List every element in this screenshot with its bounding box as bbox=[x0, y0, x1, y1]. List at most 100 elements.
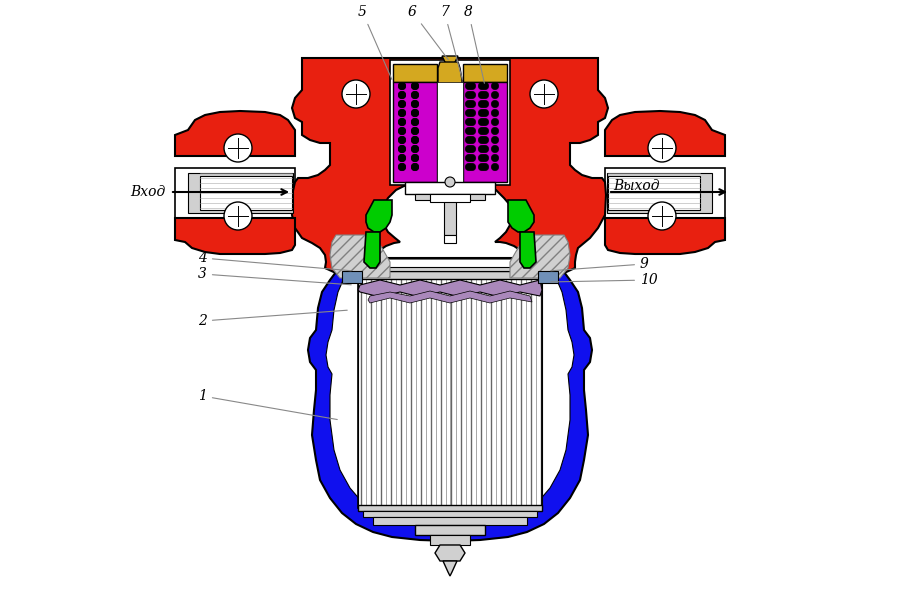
Circle shape bbox=[491, 109, 499, 117]
Text: 7: 7 bbox=[440, 5, 463, 79]
Circle shape bbox=[468, 136, 476, 144]
Circle shape bbox=[468, 154, 476, 162]
Circle shape bbox=[482, 127, 489, 135]
Bar bbox=[358, 275, 542, 508]
Text: 2: 2 bbox=[198, 310, 347, 328]
Circle shape bbox=[468, 127, 476, 135]
Circle shape bbox=[411, 127, 418, 135]
Circle shape bbox=[411, 145, 418, 153]
Circle shape bbox=[491, 127, 499, 135]
Circle shape bbox=[398, 82, 406, 90]
Text: 6: 6 bbox=[408, 5, 448, 60]
Circle shape bbox=[465, 100, 472, 108]
Polygon shape bbox=[520, 232, 536, 268]
Circle shape bbox=[482, 100, 489, 108]
Circle shape bbox=[478, 145, 486, 153]
Bar bbox=[390, 60, 510, 185]
Bar bbox=[405, 182, 495, 194]
Circle shape bbox=[411, 100, 418, 108]
Circle shape bbox=[465, 145, 472, 153]
Circle shape bbox=[478, 100, 486, 108]
Circle shape bbox=[491, 118, 499, 126]
Polygon shape bbox=[368, 291, 532, 303]
Circle shape bbox=[482, 109, 489, 117]
Bar bbox=[444, 235, 456, 243]
Bar bbox=[430, 194, 470, 202]
Polygon shape bbox=[443, 561, 457, 576]
Circle shape bbox=[398, 82, 406, 90]
Circle shape bbox=[468, 163, 476, 171]
Circle shape bbox=[411, 91, 418, 99]
Circle shape bbox=[465, 118, 472, 126]
Text: Выход: Выход bbox=[613, 179, 660, 193]
Circle shape bbox=[468, 145, 476, 153]
Circle shape bbox=[530, 80, 558, 108]
Polygon shape bbox=[605, 111, 725, 156]
Circle shape bbox=[478, 154, 486, 162]
Text: 8: 8 bbox=[464, 5, 484, 83]
Circle shape bbox=[482, 82, 489, 90]
Bar bbox=[463, 64, 507, 82]
Circle shape bbox=[342, 80, 370, 108]
Polygon shape bbox=[435, 545, 465, 561]
Circle shape bbox=[468, 82, 476, 90]
Circle shape bbox=[398, 163, 406, 171]
Circle shape bbox=[482, 163, 489, 171]
Bar bbox=[175, 168, 295, 218]
Text: 5: 5 bbox=[358, 5, 392, 79]
Circle shape bbox=[482, 118, 489, 126]
Circle shape bbox=[411, 82, 418, 90]
Circle shape bbox=[398, 109, 406, 117]
Text: 3: 3 bbox=[198, 267, 351, 285]
Circle shape bbox=[478, 118, 486, 126]
Polygon shape bbox=[364, 232, 380, 268]
Circle shape bbox=[478, 91, 486, 99]
Circle shape bbox=[411, 82, 418, 90]
Circle shape bbox=[398, 100, 406, 108]
Circle shape bbox=[482, 136, 489, 144]
Bar bbox=[363, 267, 537, 271]
Circle shape bbox=[411, 145, 418, 153]
Circle shape bbox=[482, 91, 489, 99]
Circle shape bbox=[445, 177, 455, 187]
Bar bbox=[608, 176, 700, 210]
Circle shape bbox=[465, 91, 472, 99]
Polygon shape bbox=[438, 62, 462, 142]
Circle shape bbox=[398, 91, 406, 99]
Circle shape bbox=[491, 154, 499, 162]
Circle shape bbox=[468, 91, 476, 99]
Circle shape bbox=[398, 136, 406, 144]
Bar bbox=[605, 168, 725, 218]
Polygon shape bbox=[508, 200, 534, 232]
Circle shape bbox=[411, 163, 418, 171]
Bar bbox=[538, 271, 558, 283]
Bar bbox=[200, 176, 292, 210]
Polygon shape bbox=[326, 259, 574, 522]
Bar bbox=[358, 271, 542, 279]
Circle shape bbox=[398, 127, 406, 135]
Bar bbox=[363, 511, 537, 517]
Circle shape bbox=[411, 91, 418, 99]
Polygon shape bbox=[175, 111, 295, 156]
Circle shape bbox=[468, 100, 476, 108]
Circle shape bbox=[411, 118, 418, 126]
Polygon shape bbox=[605, 218, 725, 254]
Circle shape bbox=[468, 109, 476, 117]
Circle shape bbox=[398, 145, 406, 153]
Circle shape bbox=[491, 91, 499, 99]
Circle shape bbox=[398, 109, 406, 117]
Circle shape bbox=[491, 100, 499, 108]
Circle shape bbox=[411, 127, 418, 135]
Circle shape bbox=[398, 127, 406, 135]
Circle shape bbox=[398, 163, 406, 171]
Polygon shape bbox=[366, 200, 392, 232]
Circle shape bbox=[411, 100, 418, 108]
Circle shape bbox=[411, 109, 418, 117]
Circle shape bbox=[491, 163, 499, 171]
Polygon shape bbox=[358, 280, 542, 297]
Bar bbox=[437, 82, 463, 182]
Circle shape bbox=[398, 118, 406, 126]
Circle shape bbox=[478, 109, 486, 117]
Bar bbox=[463, 82, 507, 182]
Bar bbox=[393, 82, 437, 182]
